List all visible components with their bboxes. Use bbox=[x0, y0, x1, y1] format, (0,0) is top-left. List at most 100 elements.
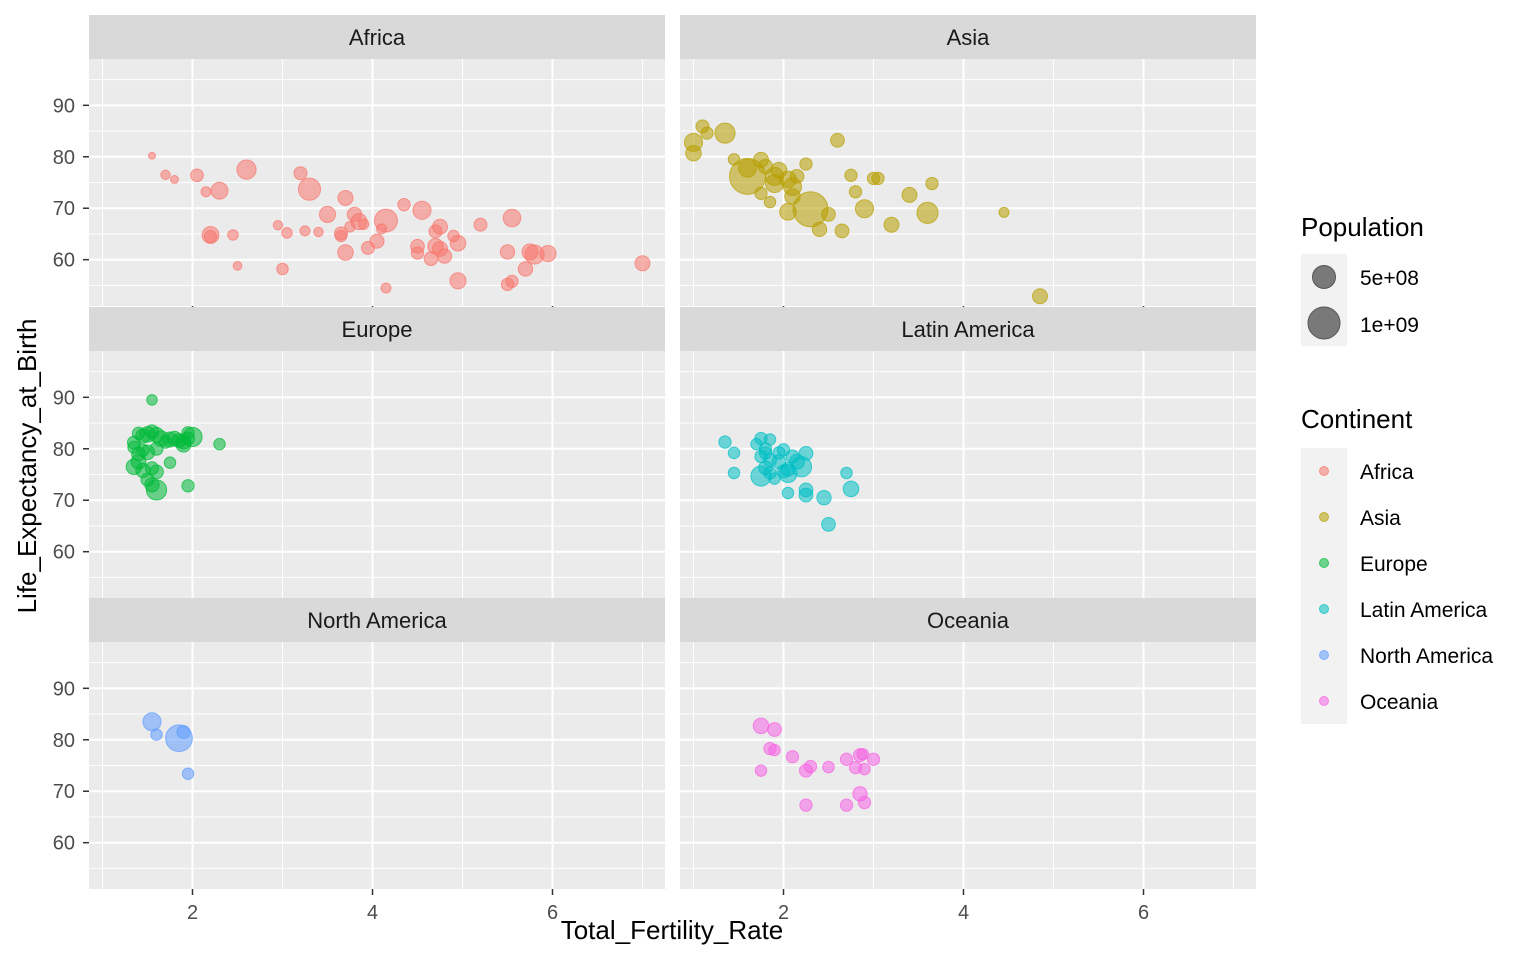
data-point bbox=[858, 762, 871, 776]
data-point bbox=[281, 227, 293, 239]
x-tick-label: 2 bbox=[187, 902, 198, 924]
y-tick-label: 80 bbox=[53, 147, 75, 169]
data-point bbox=[412, 200, 432, 220]
data-point bbox=[148, 151, 156, 160]
data-point bbox=[299, 225, 311, 237]
data-point bbox=[410, 246, 425, 260]
data-point bbox=[236, 159, 257, 180]
data-point bbox=[190, 168, 204, 183]
data-point bbox=[160, 169, 171, 180]
data-point bbox=[318, 205, 337, 223]
data-point bbox=[210, 181, 229, 200]
y-tick-label: 80 bbox=[53, 439, 75, 461]
data-point bbox=[842, 480, 860, 498]
facet-panel-north-america: North America 60 70 80 90 2 4 6 bbox=[53, 598, 665, 924]
data-point bbox=[785, 750, 800, 764]
data-point bbox=[369, 233, 385, 249]
facet-panel-latin-america: Latin America bbox=[680, 307, 1256, 604]
size-legend-title: Population bbox=[1301, 212, 1424, 242]
y-tick-label: 60 bbox=[53, 250, 75, 272]
data-point bbox=[754, 764, 768, 777]
data-point bbox=[857, 795, 872, 810]
data-point bbox=[145, 479, 168, 501]
data-point bbox=[505, 274, 519, 288]
data-point bbox=[811, 221, 828, 238]
data-point bbox=[798, 446, 814, 461]
data-point bbox=[634, 255, 651, 272]
data-point bbox=[856, 747, 869, 761]
data-point bbox=[830, 132, 845, 148]
data-point bbox=[436, 248, 453, 264]
data-point bbox=[146, 394, 158, 406]
facet-panel-europe: Europe 60 70 80 90 bbox=[53, 307, 665, 604]
data-point bbox=[840, 466, 853, 480]
color-legend-title: Continent bbox=[1301, 404, 1413, 434]
data-point bbox=[203, 229, 218, 244]
data-point bbox=[799, 157, 813, 171]
data-point bbox=[727, 446, 741, 460]
data-point bbox=[449, 272, 467, 290]
color-legend-label: Latin America bbox=[1360, 599, 1488, 622]
color-legend-label: Africa bbox=[1360, 461, 1414, 484]
size-legend-label-2: 1e+09 bbox=[1360, 314, 1419, 337]
data-point bbox=[272, 220, 284, 231]
data-point bbox=[763, 195, 777, 209]
data-point bbox=[767, 722, 782, 737]
y-tick-label: 70 bbox=[53, 490, 75, 512]
facet-strip-label: Oceania bbox=[927, 608, 1010, 633]
data-point bbox=[854, 199, 875, 219]
data-point bbox=[449, 234, 467, 252]
facet-strip bbox=[680, 15, 1256, 59]
data-point bbox=[357, 218, 370, 230]
y-axis-title: Life_Expectancy_at_Birth bbox=[12, 319, 42, 614]
data-point bbox=[714, 122, 736, 144]
y-tick-label: 90 bbox=[53, 387, 75, 409]
y-tick-label: 90 bbox=[53, 95, 75, 117]
data-point bbox=[839, 798, 854, 812]
color-legend-label: Asia bbox=[1360, 507, 1401, 530]
y-tick-label: 60 bbox=[53, 833, 75, 855]
data-point bbox=[821, 207, 836, 222]
x-tick-label: 4 bbox=[367, 902, 378, 924]
data-point bbox=[834, 223, 850, 239]
data-point bbox=[499, 244, 516, 260]
color-legend-label: Oceania bbox=[1360, 691, 1439, 714]
data-point bbox=[232, 260, 243, 271]
data-point bbox=[181, 479, 195, 493]
data-point bbox=[397, 197, 411, 212]
data-point bbox=[313, 226, 324, 238]
size-legend-label-1: 5e+08 bbox=[1360, 267, 1419, 290]
color-legend-key bbox=[1319, 696, 1329, 706]
facet-panel-asia: Asia bbox=[680, 15, 1256, 312]
facet-strip-label: Latin America bbox=[901, 317, 1035, 342]
data-point bbox=[685, 144, 702, 162]
data-point bbox=[517, 261, 534, 277]
data-point bbox=[754, 186, 768, 200]
data-point bbox=[380, 282, 392, 294]
data-point bbox=[473, 217, 488, 232]
y-tick-label: 70 bbox=[53, 781, 75, 803]
data-point bbox=[752, 717, 770, 735]
data-point bbox=[789, 168, 805, 184]
data-point bbox=[539, 244, 557, 263]
data-point bbox=[200, 186, 212, 198]
data-point bbox=[213, 437, 226, 451]
data-point bbox=[844, 168, 858, 182]
data-point bbox=[822, 760, 835, 774]
data-point bbox=[432, 218, 448, 235]
data-point bbox=[276, 262, 289, 276]
data-point bbox=[816, 489, 832, 506]
data-point bbox=[337, 189, 354, 206]
data-point bbox=[871, 171, 885, 186]
facet-strip-label: North America bbox=[307, 608, 447, 633]
data-point bbox=[149, 441, 164, 456]
y-tick-label: 70 bbox=[53, 198, 75, 220]
data-point bbox=[700, 126, 714, 140]
data-point bbox=[374, 208, 398, 233]
y-tick-label: 80 bbox=[53, 730, 75, 752]
data-point bbox=[182, 426, 203, 448]
color-legend: Africa Asia Europe Latin America North Ameri… bbox=[1301, 448, 1493, 724]
data-point bbox=[142, 712, 162, 732]
x-axis-title: Total_Fertility_Rate bbox=[561, 915, 784, 945]
